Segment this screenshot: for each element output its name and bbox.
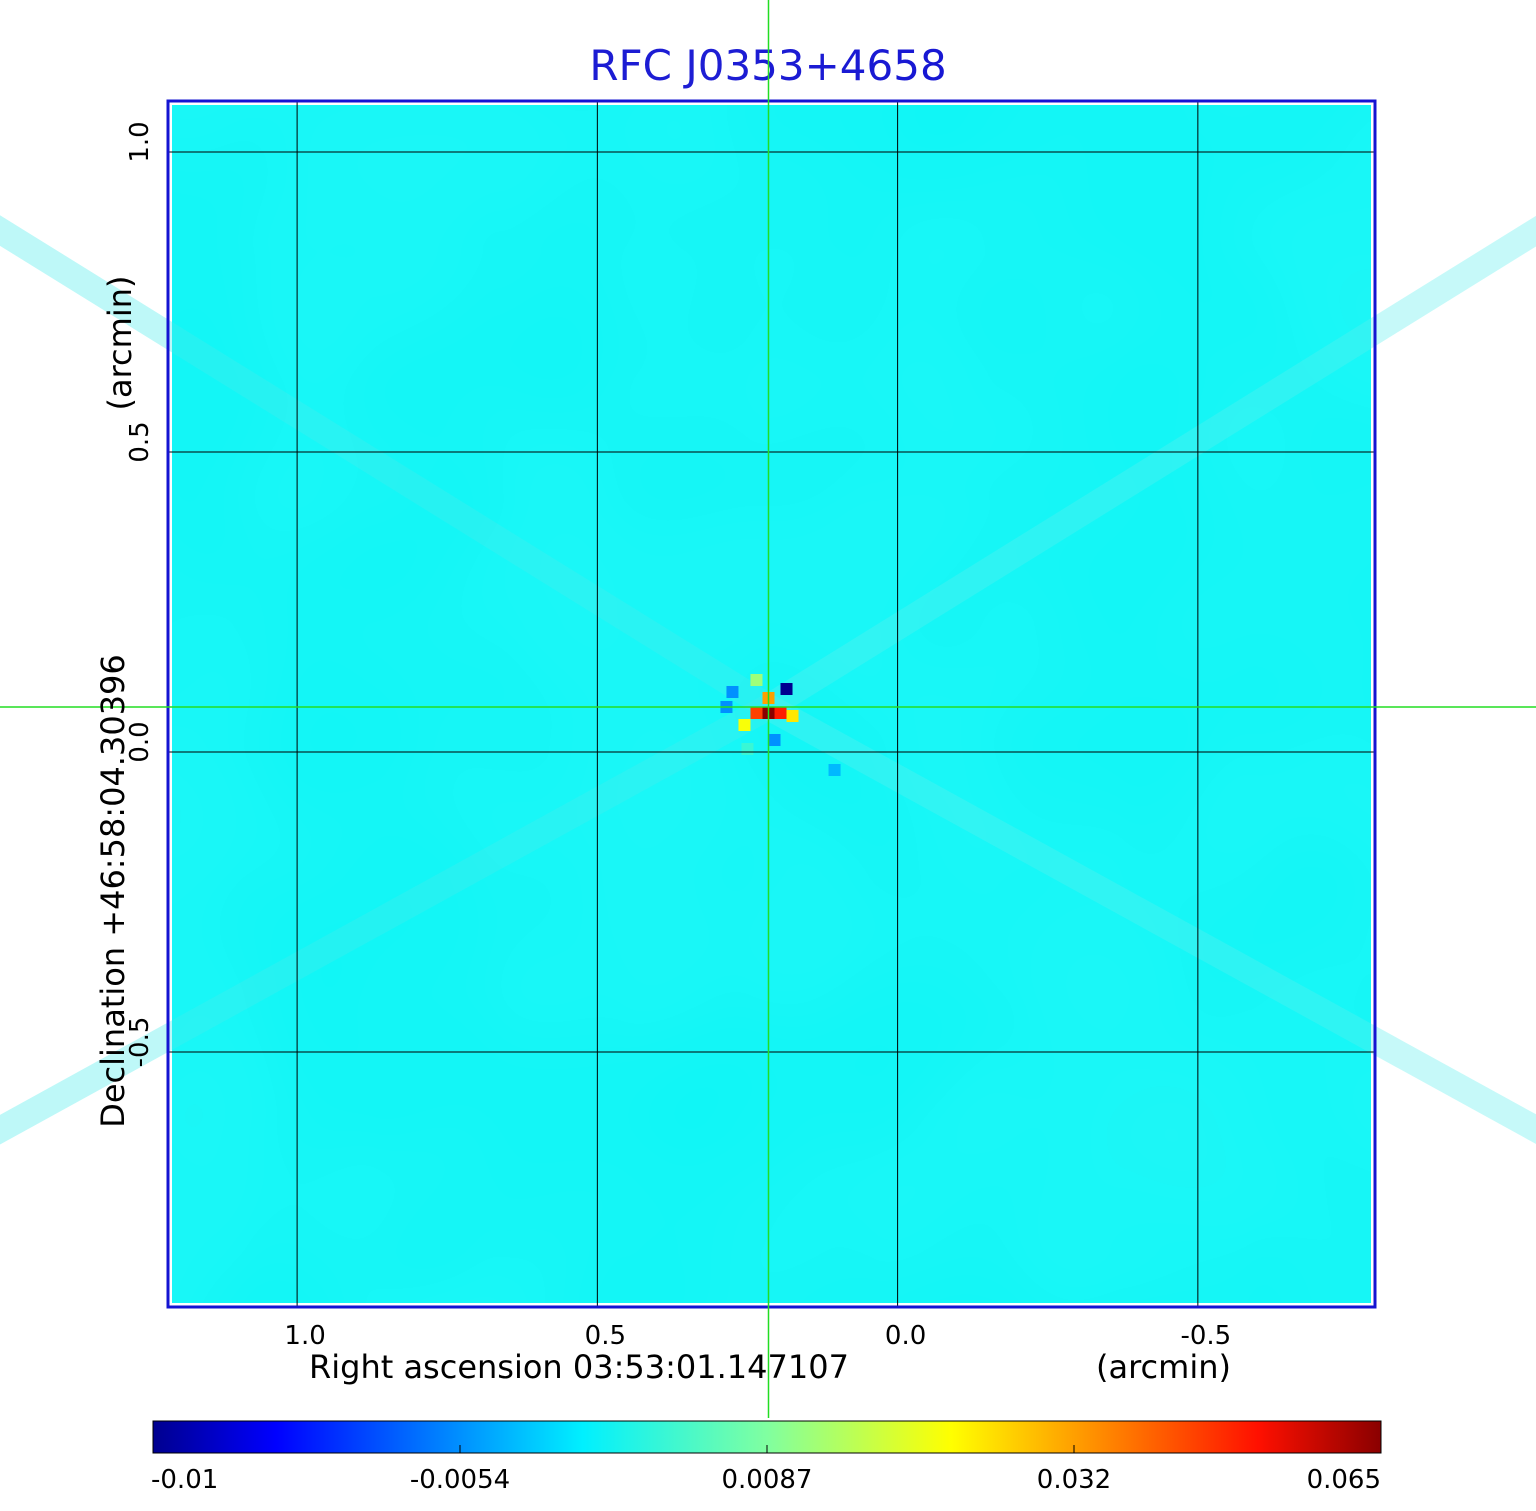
map-source-pixel: [741, 742, 754, 756]
map-streak: [0, 215, 776, 719]
colorbar: -0.01 -0.0054 0.0087 0.032 0.065: [151, 1420, 1382, 1495]
map-source-pixel: [750, 673, 763, 687]
x-axis-unit: (arcmin): [1096, 1348, 1231, 1386]
y-tick-label: -0.5: [125, 1017, 155, 1068]
colorbar-tick-label: 0.032: [1037, 1465, 1111, 1495]
x-tick-label: -0.5: [1180, 1321, 1231, 1351]
colorbar-tick-label: -0.01: [151, 1465, 218, 1495]
map-source-pixel: [768, 733, 781, 747]
colorbar-tick-label: 0.065: [1307, 1465, 1381, 1495]
map-source-pixel: [828, 763, 841, 777]
colorbar-tick-label: -0.0054: [410, 1465, 510, 1495]
grid-lines: [168, 101, 1375, 1307]
x-tick-label: 1.0: [284, 1321, 325, 1351]
map-source-pixel: [726, 685, 739, 699]
map-streak: [762, 695, 1536, 1144]
map-source-pixel: [786, 709, 799, 723]
y-tick-labels: 1.0 0.5 0.0 -0.5: [125, 121, 155, 1067]
map-source-pixel: [774, 706, 787, 720]
colorbar-tick-label: 0.0087: [722, 1465, 813, 1495]
plot-border: [166, 99, 1377, 1309]
y-tick-label: 0.0: [125, 721, 155, 762]
x-tick-labels: 1.0 0.5 0.0 -0.5: [284, 1321, 1231, 1351]
y-axis-unit: (arcmin): [101, 275, 139, 411]
map-streak: [0, 695, 775, 1145]
crosshair: [0, 0, 1536, 1418]
map-source-pixel: [750, 706, 763, 720]
map-source-pixel: [738, 718, 751, 732]
y-tick-label: 1.0: [125, 121, 155, 162]
y-axis-label: Declination +46:58:04.30396: [94, 654, 132, 1128]
x-axis-label: Right ascension 03:53:01.147107: [309, 1348, 849, 1386]
x-tick-label: 0.5: [585, 1321, 626, 1351]
map-source-pixel: [780, 682, 793, 696]
x-tick-label: 0.0: [885, 1321, 926, 1351]
map-streak: [761, 215, 1536, 719]
image-map: [0, 105, 1536, 1303]
plot-frame: [166, 99, 1377, 1309]
y-tick-label: 0.5: [125, 421, 155, 462]
